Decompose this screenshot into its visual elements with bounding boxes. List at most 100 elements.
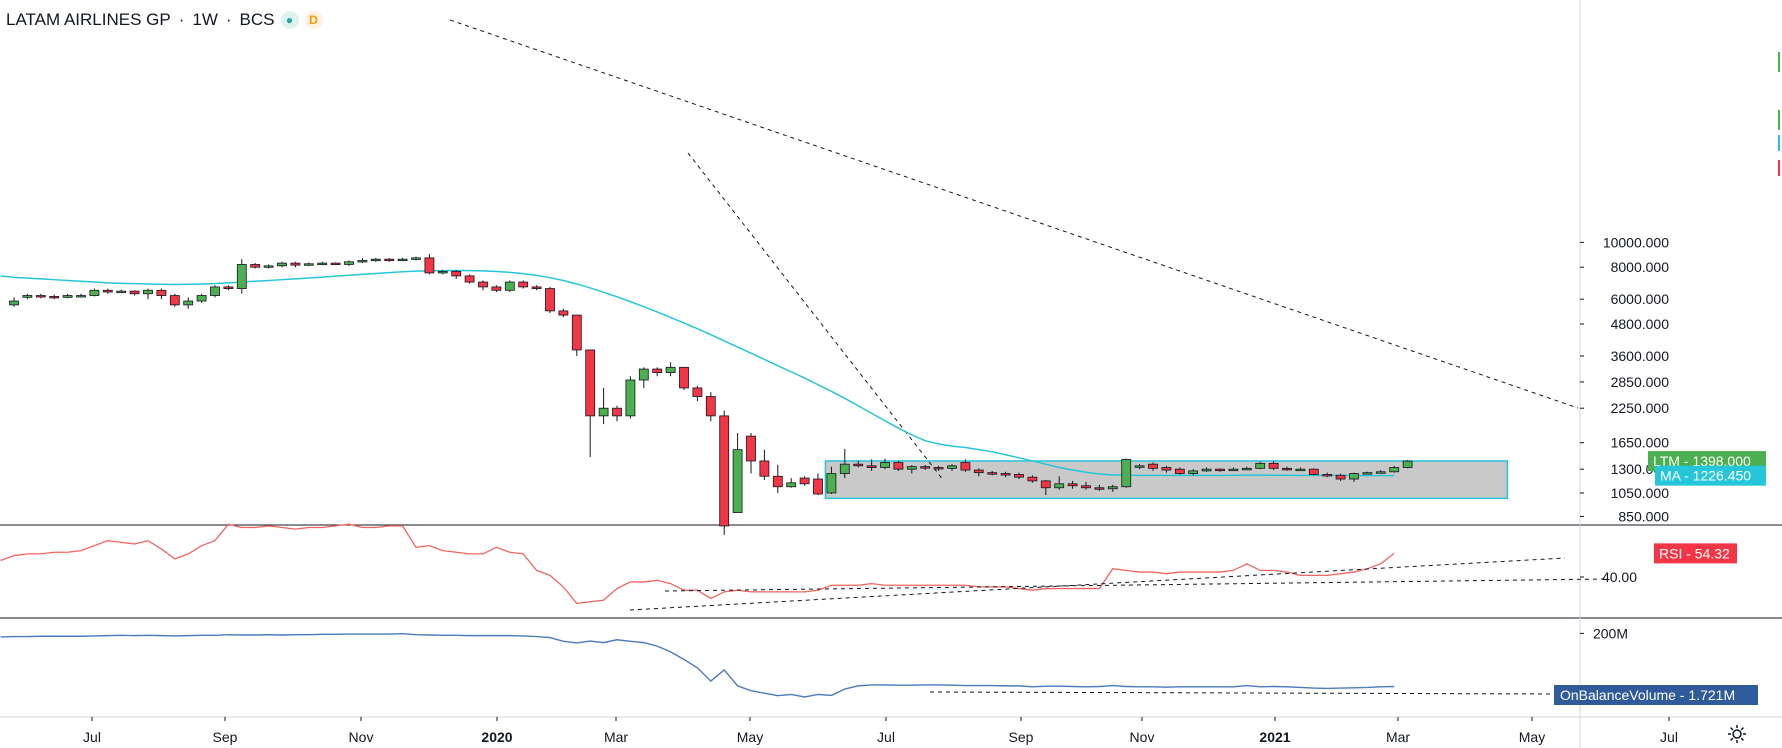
candle-down[interactable] [799,477,810,485]
candle-up[interactable] [263,265,274,268]
candle-up[interactable] [437,271,448,274]
candle-down[interactable] [491,286,502,291]
candle-up[interactable] [598,407,609,417]
candle-down[interactable] [866,465,877,468]
candle-down[interactable] [156,289,167,296]
candle-down[interactable] [169,295,180,306]
candle-up[interactable] [1402,460,1413,468]
candle-up[interactable] [1134,465,1145,468]
candle-down[interactable] [960,462,971,471]
candle-down[interactable] [1215,468,1225,472]
candle-down[interactable] [1000,473,1011,476]
candle-up[interactable] [1349,473,1359,480]
candle-down[interactable] [1040,480,1051,489]
candle-down[interactable] [679,366,689,389]
candle-up[interactable] [143,289,153,295]
candle-up[interactable] [880,462,890,468]
candle-down[interactable] [35,295,46,298]
candle-down[interactable] [612,407,622,417]
candle-up[interactable] [62,295,73,298]
candle-up[interactable] [397,258,408,262]
candle-down[interactable] [987,472,998,475]
candle-up[interactable] [1107,486,1118,490]
candle-down[interactable] [692,387,703,397]
candle-down[interactable] [1014,474,1024,478]
candle-down[interactable] [759,460,770,477]
candle-up[interactable] [196,295,207,302]
candle-up[interactable] [665,366,676,373]
candle-up[interactable] [826,473,837,494]
candle-down[interactable] [558,310,569,316]
candle-up[interactable] [183,300,194,306]
candle-down[interactable] [384,258,395,262]
candle-up[interactable] [303,263,314,266]
candle-down[interactable] [571,314,582,351]
long-term-downtrend-line[interactable] [449,19,1579,409]
candle-up[interactable] [317,262,328,266]
candle-up[interactable] [1054,483,1065,489]
symbol-name[interactable]: LATAM AIRLINES GP [6,10,171,29]
short-term-downtrend-line[interactable] [687,152,945,482]
candle-down[interactable] [973,469,984,474]
candle-down[interactable] [853,463,864,467]
candle-down[interactable] [893,462,904,470]
moving-average-line[interactable] [0,269,1395,477]
candle-up[interactable] [277,262,287,267]
candle-up[interactable] [1228,468,1239,472]
candle-down[interactable] [585,349,596,417]
candle-up[interactable] [370,258,381,262]
candle-down[interactable] [772,475,783,488]
candle-down[interactable] [920,466,931,469]
candle-up[interactable] [76,295,86,298]
obv-trend-line[interactable] [929,691,1561,695]
candle-down[interactable] [451,271,462,277]
candle-down[interactable] [1308,468,1319,475]
candle-up[interactable] [22,295,33,298]
candle-up[interactable] [906,466,917,470]
candle-up[interactable] [89,289,100,296]
candle-down[interactable] [652,368,663,373]
candle-down[interactable] [478,281,488,288]
candle-down[interactable] [1081,485,1091,489]
rsi-line[interactable] [0,523,1395,605]
candle-up[interactable] [344,261,354,265]
candle-down[interactable] [1174,468,1185,474]
candle-down[interactable] [1027,476,1038,482]
candle-up[interactable] [357,260,368,263]
candle-down[interactable] [1161,467,1172,471]
candle-down[interactable] [933,467,944,470]
candle-down[interactable] [1268,462,1279,469]
interval-label[interactable]: 1W [192,10,218,29]
candle-up[interactable] [786,482,797,488]
candle-down[interactable] [129,290,140,295]
candle-up[interactable] [236,264,247,289]
candle-up[interactable] [1375,471,1386,474]
candle-up[interactable] [947,465,957,469]
settings-gear-icon[interactable] [1727,724,1747,744]
candle-down[interactable] [102,289,113,293]
candle-up[interactable] [625,379,636,417]
candle-down[interactable] [545,288,555,312]
candle-down[interactable] [1094,487,1105,490]
candle-down[interactable] [531,286,542,289]
candle-up[interactable] [1255,462,1266,469]
candle-up[interactable] [839,463,850,474]
candle-down[interactable] [1335,474,1346,480]
candle-down[interactable] [250,264,261,268]
candle-up[interactable] [504,281,515,291]
candle-up[interactable] [411,257,421,260]
rsi-upper-trend-line[interactable] [664,578,1606,592]
candle-up[interactable] [1121,458,1132,488]
candle-down[interactable] [290,262,301,266]
candle-down[interactable] [746,435,756,462]
candle-up[interactable] [1389,467,1400,473]
candle-down[interactable] [705,396,716,417]
candle-up[interactable] [9,300,19,306]
candle-down[interactable] [719,415,730,527]
candle-down[interactable] [1282,467,1292,471]
candle-up[interactable] [732,449,743,513]
candle-down[interactable] [813,478,823,495]
candle-up[interactable] [1241,467,1252,471]
candle-up[interactable] [1362,472,1373,475]
